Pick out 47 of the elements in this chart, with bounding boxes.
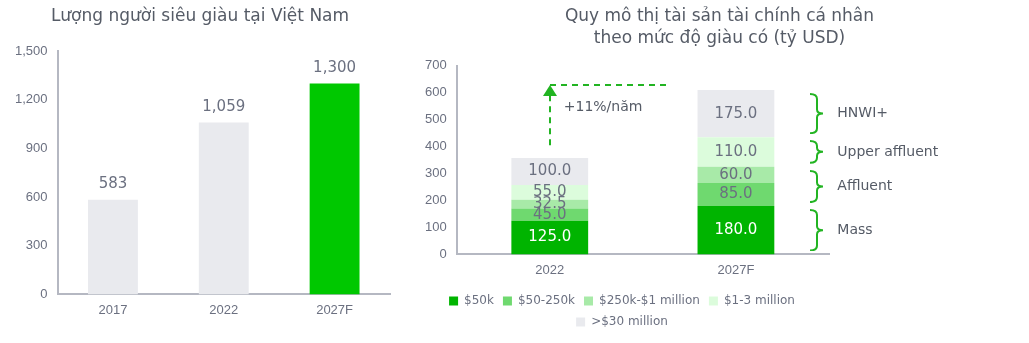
- y-tick-label: 1,200: [14, 91, 48, 107]
- x-tick-label: 2027F: [316, 301, 354, 317]
- y-tick-label: 900: [25, 139, 48, 155]
- text: Mass: [837, 220, 873, 237]
- data-label: 1,300: [313, 57, 357, 76]
- bar: [198, 122, 249, 295]
- text: Upper affluent: [837, 142, 939, 159]
- y-tick-label: 300: [25, 237, 48, 253]
- y-tick-label: 1,500: [14, 42, 48, 58]
- y-tick-label: 0: [439, 245, 447, 261]
- data-label: 1,059: [202, 96, 246, 115]
- data-label: 60.0: [719, 164, 753, 183]
- y-tick-label: 400: [424, 138, 447, 154]
- y-tick-label: 300: [424, 165, 447, 181]
- chart-title: Lượng người siêu giàu tại Việt Nam: [49, 4, 351, 26]
- bar: [697, 205, 775, 255]
- legend-label: $250k-$1 million: [599, 293, 700, 308]
- y-tick-label: 600: [25, 188, 48, 204]
- y-tick-label: 500: [424, 111, 447, 127]
- x-tick-label: 2022: [209, 301, 239, 317]
- data-label: 583: [98, 174, 128, 193]
- bar: [88, 199, 138, 295]
- data-label: 100.0: [528, 161, 572, 180]
- legend-label: $1-3 million: [723, 293, 795, 308]
- text: Affluent: [837, 177, 893, 194]
- bar: [697, 90, 775, 138]
- y-tick-label: 200: [424, 192, 447, 208]
- annotation: +11%/năm: [563, 97, 643, 114]
- y-tick-label: 100: [424, 219, 447, 235]
- chart-title: Quy mô thị tài sản tài chính cá nhân theo mức độ giàu có (tỷ USD): [563, 4, 876, 48]
- legend-label: $50k: [464, 293, 494, 308]
- data-label: 180.0: [714, 220, 758, 239]
- bar: [697, 137, 775, 167]
- x-tick-label: 2017: [98, 301, 128, 317]
- data-label: 85.0: [719, 184, 753, 203]
- y-tick-label: 700: [424, 57, 447, 73]
- bar: [309, 83, 360, 295]
- legend-label: $50-250k: [517, 293, 576, 308]
- legend-label: >$30 million: [591, 314, 668, 329]
- x-tick-label: 2027F: [717, 261, 755, 277]
- data-label: 175.0: [714, 103, 758, 122]
- text: HNWI+: [837, 104, 889, 121]
- y-tick-label: 0: [40, 285, 48, 301]
- data-label: 125.0: [528, 227, 572, 246]
- y-tick-label: 600: [424, 84, 447, 100]
- x-tick-label: 2022: [535, 261, 565, 277]
- data-label: 110.0: [714, 141, 758, 160]
